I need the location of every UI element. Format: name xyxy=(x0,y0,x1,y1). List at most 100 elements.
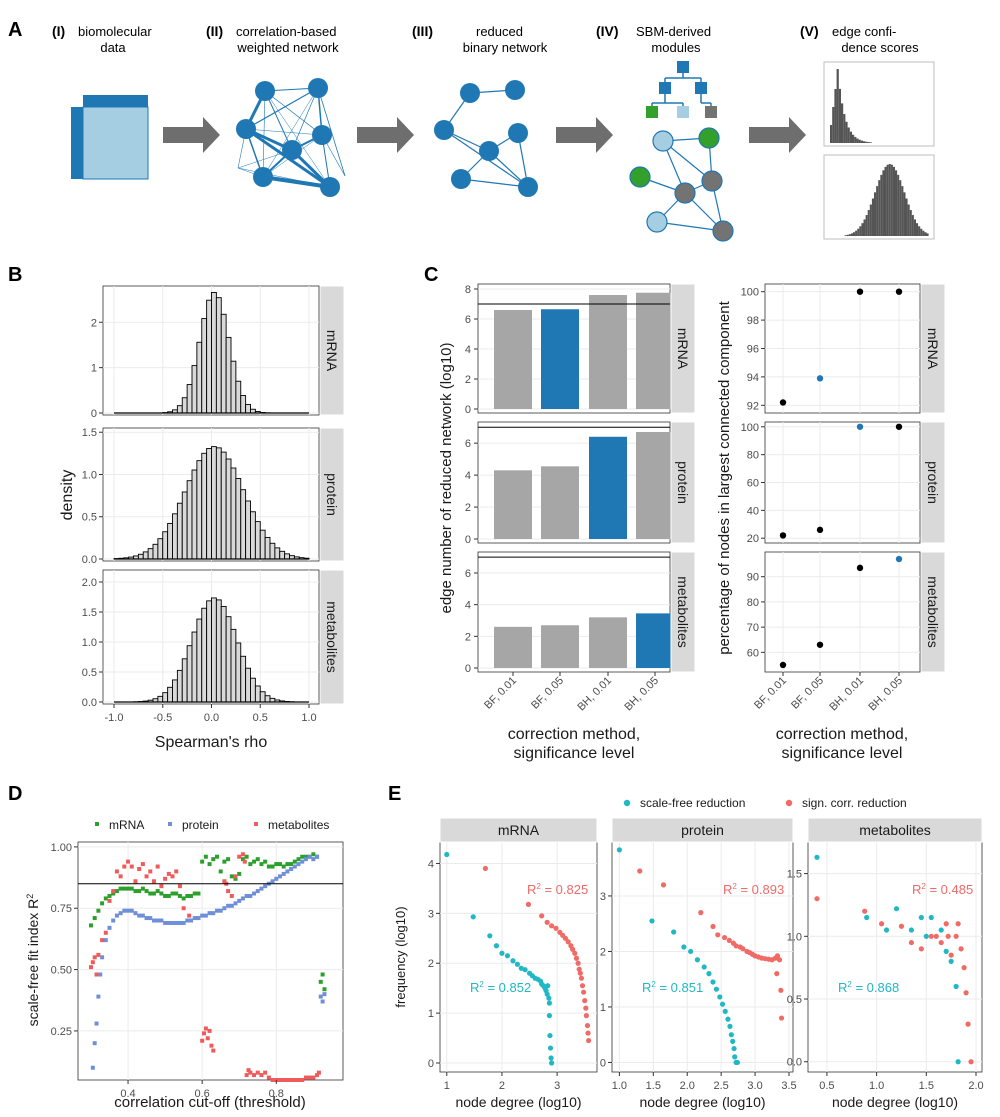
data-point xyxy=(244,893,249,898)
data-point xyxy=(710,979,716,985)
data-point xyxy=(103,896,108,901)
data-point xyxy=(965,1021,971,1027)
data-point xyxy=(281,1078,286,1082)
data-point xyxy=(727,1023,733,1029)
hist-bar xyxy=(878,180,881,236)
data-point xyxy=(470,914,476,920)
data-point xyxy=(196,916,201,921)
tick-label: 4 xyxy=(465,470,471,482)
data-point xyxy=(444,851,450,858)
data-point xyxy=(270,1078,275,1082)
data-point xyxy=(579,983,586,989)
data-point xyxy=(320,999,325,1004)
facet-label: metabolites xyxy=(925,576,941,648)
y-axis-title: density xyxy=(59,470,76,521)
tick-label: 1.0 xyxy=(82,637,97,649)
data-point xyxy=(177,884,182,889)
data-point xyxy=(908,939,915,946)
tick-label: 1.0 xyxy=(301,712,316,724)
data-point xyxy=(307,854,312,859)
weighted-network-icon xyxy=(236,78,346,197)
data-point xyxy=(103,930,108,935)
data-point xyxy=(895,555,903,563)
data-point xyxy=(166,920,171,925)
data-point xyxy=(187,913,192,918)
data-point xyxy=(277,874,282,879)
data-point xyxy=(774,971,780,977)
r2-annotation: R2 = 0.851 xyxy=(642,980,703,995)
x-axis-title: node degree (log10) xyxy=(455,1094,581,1110)
data-point xyxy=(133,889,138,894)
tick-label: 40 xyxy=(747,505,759,517)
bar xyxy=(636,431,674,539)
data-point xyxy=(300,854,305,859)
histogram-bar xyxy=(240,655,247,703)
tick-label: 1 xyxy=(91,363,97,375)
data-point xyxy=(263,1070,268,1075)
hist-bar xyxy=(858,139,861,143)
histogram-bar xyxy=(176,669,183,703)
step-1-num: (I) xyxy=(52,23,65,39)
bar xyxy=(494,310,532,409)
data-point xyxy=(129,886,134,891)
data-point xyxy=(816,375,824,382)
data-point xyxy=(233,901,238,906)
data-point xyxy=(244,1073,249,1078)
histogram-bar xyxy=(167,686,173,703)
data-point xyxy=(214,908,219,913)
data-point xyxy=(92,916,97,921)
facet-strip xyxy=(319,427,345,562)
facet-strip xyxy=(319,285,345,416)
histogram-bar xyxy=(181,491,188,560)
r2-annotation: R2 = 0.825 xyxy=(527,882,588,897)
tick-label: 2.5 xyxy=(714,1080,729,1092)
histogram-bar xyxy=(225,458,232,560)
histogram-bar xyxy=(172,679,178,703)
hist-bar xyxy=(856,138,859,143)
histogram-bar xyxy=(196,341,203,414)
tick-label: 0.0 xyxy=(204,712,219,724)
data-point xyxy=(303,1075,308,1080)
data-point xyxy=(181,920,186,925)
data-point xyxy=(151,918,156,923)
data-point xyxy=(248,862,253,867)
data-point xyxy=(144,916,149,921)
data-point xyxy=(948,958,954,964)
histogram-bar xyxy=(225,336,232,414)
data-point xyxy=(137,889,142,894)
histogram-bar xyxy=(250,677,256,703)
data-point xyxy=(166,871,171,876)
data-point xyxy=(240,852,245,857)
data-point xyxy=(192,891,197,896)
data-point xyxy=(277,1078,282,1082)
data-point xyxy=(953,933,959,939)
data-point xyxy=(259,862,264,867)
data-point xyxy=(166,893,171,898)
data-point xyxy=(649,918,655,924)
tick-label: 2 xyxy=(600,946,606,958)
tick-label: 6 xyxy=(465,314,471,326)
panel-b: B 0 1 2 mRNA 0.0 0.5 1.0 1.5 protein 0.0 0.5 1.0 1.5… xyxy=(8,264,345,751)
hist-bar xyxy=(855,230,858,236)
data-point xyxy=(856,423,864,430)
superscript: 2 xyxy=(732,882,737,891)
data-point xyxy=(114,889,119,894)
facet-strip xyxy=(670,551,696,673)
r2-value: = 0.893 xyxy=(737,882,784,897)
data-point xyxy=(779,532,787,539)
data-point xyxy=(96,994,101,999)
legend-swatch xyxy=(254,822,258,826)
data-point xyxy=(237,854,242,859)
data-point xyxy=(133,879,138,884)
data-point xyxy=(546,1000,553,1006)
data-point xyxy=(918,946,924,952)
data-point xyxy=(292,1078,297,1082)
histogram-bar xyxy=(152,543,159,560)
data-point xyxy=(255,857,260,862)
data-point xyxy=(155,918,160,923)
data-point xyxy=(270,864,275,869)
tick-label: 80 xyxy=(747,450,759,462)
histogram-bar xyxy=(162,692,169,703)
hist-bar xyxy=(850,233,853,236)
sbm-hierarchy-icon xyxy=(646,61,717,118)
